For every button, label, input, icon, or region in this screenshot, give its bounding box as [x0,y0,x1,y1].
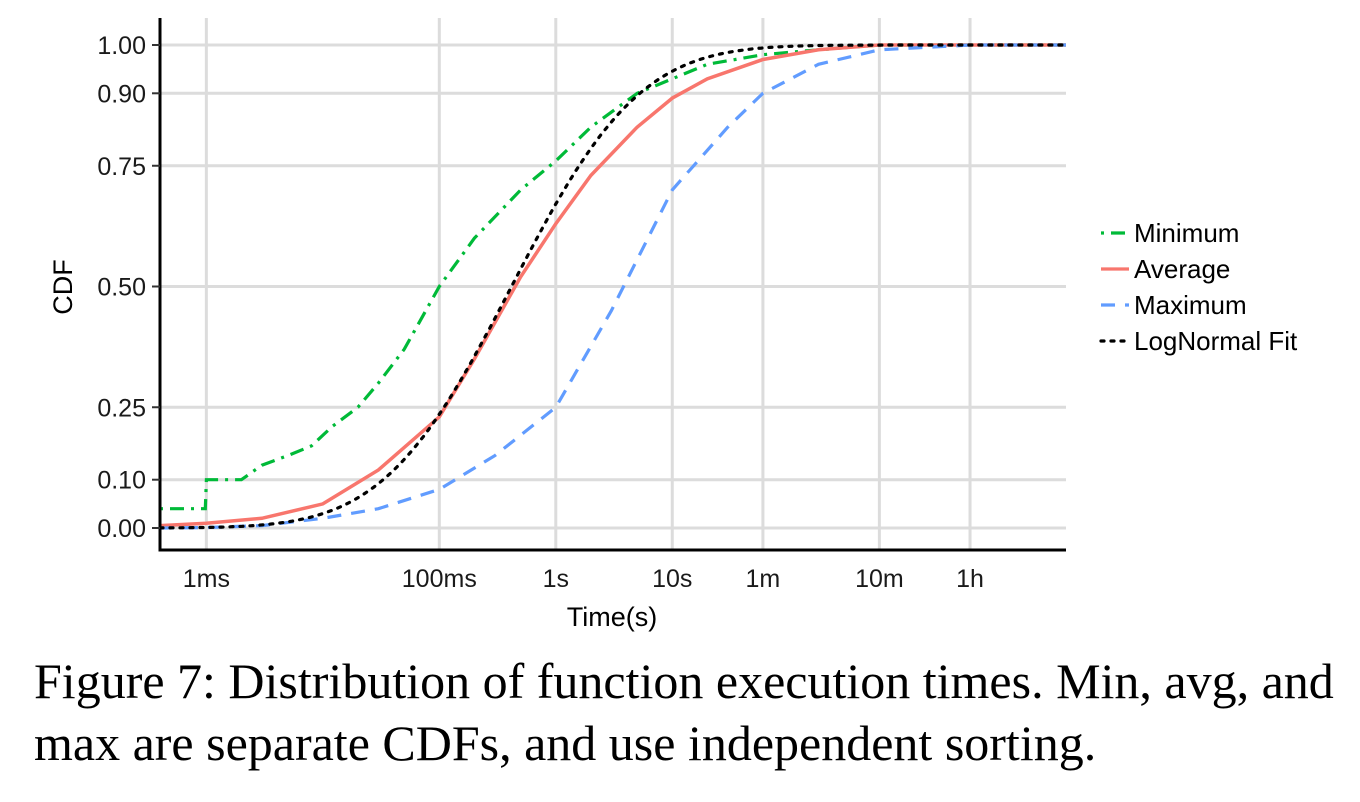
x-tick-labels: 1ms 100ms 1s 10s 1m 10m 1h [183,565,984,593]
y-tick-label: 1.00 [97,32,146,60]
x-tick-label: 100ms [402,565,477,593]
series-line-minimum [160,43,1066,511]
y-axis-title: CDF [48,259,78,315]
x-axis-title: Time(s) [567,602,657,632]
x-tick-label: 1ms [183,565,230,593]
y-tick-label: 0.90 [97,80,146,108]
y-tick-label: 0.00 [97,515,146,543]
x-tick-label: 1h [956,565,984,593]
legend-label: Minimum [1134,218,1239,248]
x-tick-label: 1s [543,565,569,593]
series-lines [158,43,1068,530]
legend: Minimum Average Maximum LogNormal Fit [1099,218,1298,356]
y-tick-labels: 0.00 0.10 0.25 0.50 0.75 0.90 1.00 [97,32,160,543]
x-tick-label: 10s [652,565,692,593]
cdf-chart: 1ms 100ms 1s 10s 1m 10m 1h 0.00 0.10 0.25 0.50 0.7… [48,18,1298,632]
y-tick-label: 0.10 [97,467,146,495]
grid [160,18,1066,550]
series-line-lognormal-fit [158,43,1068,530]
y-tick-label: 0.75 [97,153,146,181]
x-tick-label: 1m [746,565,781,593]
y-tick-label: 0.25 [97,394,146,422]
y-tick-label: 0.50 [97,274,146,302]
x-tick-label: 10m [855,565,904,593]
legend-label: LogNormal Fit [1134,326,1298,356]
legend-label: Average [1134,254,1230,284]
series-line-average [159,43,1066,528]
axes [158,18,1066,552]
figure-caption: Figure 7: Distribution of function execu… [34,653,1334,771]
legend-label: Maximum [1134,290,1247,320]
